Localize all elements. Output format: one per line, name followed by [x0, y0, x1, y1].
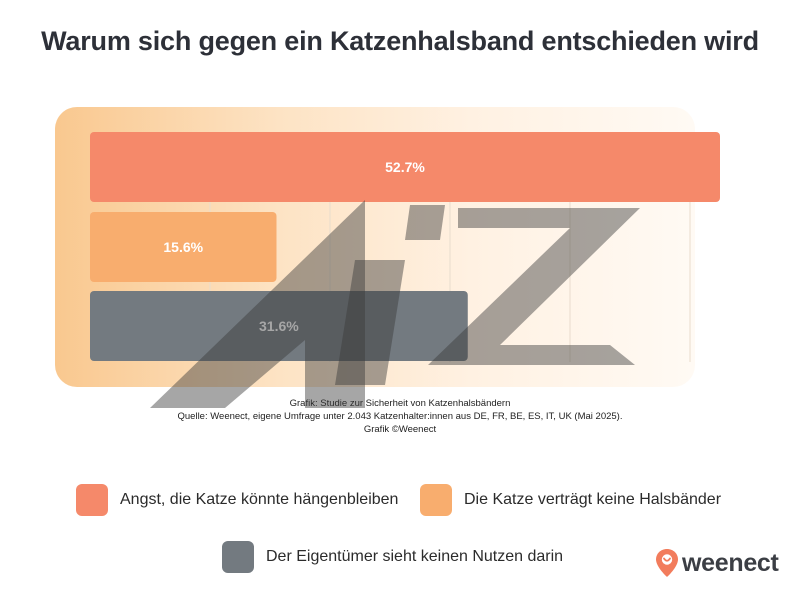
source-line-1: Grafik: Studie zur Sicherheit von Katzen…: [289, 398, 511, 409]
bar-2: [90, 212, 277, 282]
bar-1: [90, 132, 720, 202]
weenect-logo: weenect: [655, 548, 779, 578]
legend-item-1: Angst, die Katze könnte hängenbleiben: [76, 484, 398, 516]
legend-swatch-1: [76, 484, 108, 516]
source-line-3: Grafik ©Weenect: [363, 424, 437, 435]
legend-swatch-2: [420, 484, 452, 516]
legend-swatch-3: [222, 541, 254, 573]
source-note: Grafik: Studie zur Sicherheit von Katzen…: [0, 397, 800, 436]
bars: 52.7% 15.6% 31.6%: [90, 132, 720, 361]
bar-label-2: 15.6%: [163, 239, 203, 255]
chart-title: Warum sich gegen ein Katzenhalsband ents…: [41, 26, 759, 56]
bar-label-1: 52.7%: [385, 159, 425, 175]
source-line-2: Quelle: Weenect, eigene Umfrage unter 2.…: [177, 411, 623, 422]
location-pin-icon: [656, 549, 678, 577]
logo-text: weenect: [682, 548, 779, 577]
bar-label-3: 31.6%: [259, 318, 299, 334]
legend-label-3: Der Eigentümer sieht keinen Nutzen darin: [266, 548, 564, 565]
legend-item-2: Die Katze verträgt keine Halsbänder: [420, 484, 721, 516]
legend-item-3: Der Eigentümer sieht keinen Nutzen darin: [222, 541, 563, 573]
bar-3: [90, 291, 468, 361]
legend-label-1: Angst, die Katze könnte hängenbleiben: [120, 491, 399, 508]
legend-label-2: Die Katze verträgt keine Halsbänder: [464, 491, 722, 508]
